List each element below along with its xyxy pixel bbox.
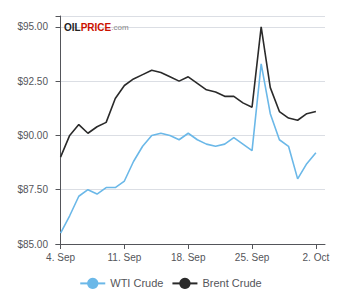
svg-text:$92.50: $92.50	[17, 76, 48, 87]
svg-text:4. Sep: 4. Sep	[46, 252, 75, 263]
svg-text:$87.50: $87.50	[17, 184, 48, 195]
svg-text:WTI Crude: WTI Crude	[110, 277, 163, 289]
svg-text:$95.00: $95.00	[17, 21, 48, 32]
svg-text:25. Sep: 25. Sep	[235, 252, 270, 263]
svg-text:11. Sep: 11. Sep	[108, 252, 142, 263]
svg-text:PRICE: PRICE	[81, 22, 112, 33]
svg-text:$90.00: $90.00	[17, 130, 48, 141]
svg-text:Brent Crude: Brent Crude	[202, 277, 261, 289]
svg-text:18. Sep: 18. Sep	[171, 252, 206, 263]
svg-text:$85.00: $85.00	[17, 239, 48, 250]
svg-text:OIL: OIL	[64, 22, 81, 33]
svg-text:.com: .com	[111, 23, 129, 32]
svg-text:2. Oct: 2. Oct	[303, 252, 330, 263]
